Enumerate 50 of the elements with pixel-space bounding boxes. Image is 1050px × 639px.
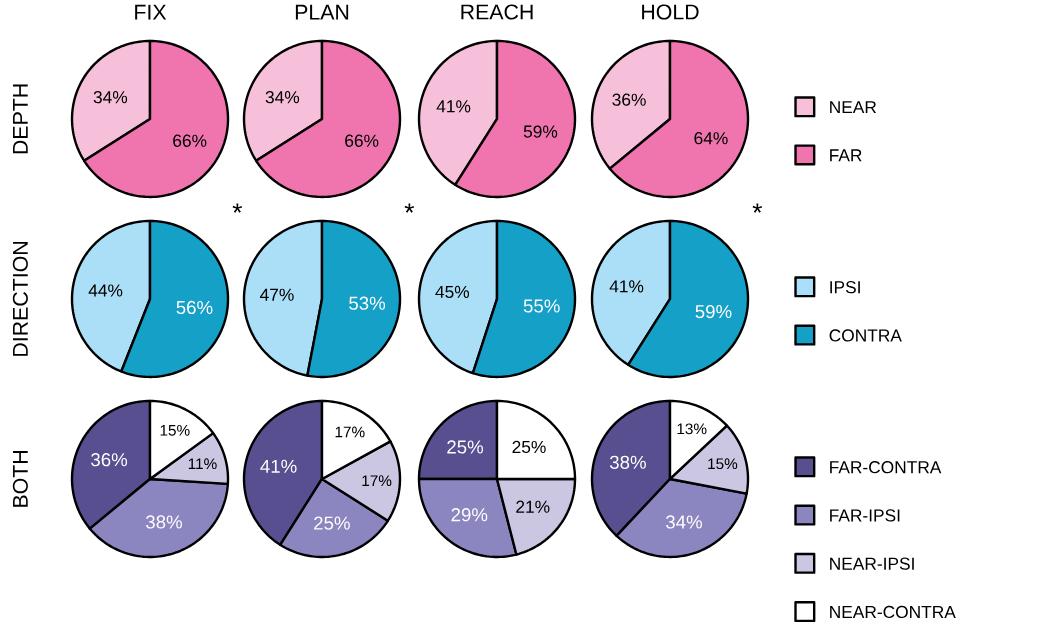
data-label: 44% bbox=[88, 284, 123, 297]
data-label: 47% bbox=[260, 288, 294, 301]
data-label: 25% bbox=[314, 516, 350, 530]
data-label: 17% bbox=[335, 426, 365, 438]
data-label: 66% bbox=[173, 134, 207, 147]
chart-title: HOLD bbox=[642, 4, 699, 20]
data-label: 21% bbox=[516, 500, 550, 513]
data-label: 66% bbox=[345, 134, 379, 147]
data-label: 13% bbox=[677, 423, 707, 435]
legend-label: IPSI bbox=[830, 281, 860, 294]
text: * bbox=[404, 203, 415, 213]
data-label: 64% bbox=[694, 132, 728, 145]
data-label: 25% bbox=[447, 440, 484, 454]
data-label: 15% bbox=[160, 424, 190, 436]
data-label: 41% bbox=[436, 100, 471, 113]
data-label: 59% bbox=[695, 304, 732, 319]
data-label: 17% bbox=[362, 475, 392, 487]
data-label: 25% bbox=[512, 440, 546, 454]
text: DEPTH bbox=[13, 84, 28, 154]
text: * bbox=[752, 203, 763, 213]
data-label: 15% bbox=[708, 458, 738, 470]
chart-title: REACH bbox=[461, 4, 533, 20]
data-label: 55% bbox=[523, 299, 560, 313]
text: BOTH bbox=[12, 451, 28, 507]
data-label: 36% bbox=[91, 453, 128, 467]
data-label: 34% bbox=[666, 515, 702, 529]
legend-label: FAR-CONTRA bbox=[830, 461, 942, 474]
data-label: 38% bbox=[146, 515, 182, 529]
legend-label: NEAR bbox=[830, 101, 877, 114]
chart-title: PLAN bbox=[295, 4, 349, 20]
data-label: 36% bbox=[612, 93, 646, 106]
chart-title: FIX bbox=[135, 4, 167, 20]
data-label: 34% bbox=[93, 91, 128, 104]
data-label: 34% bbox=[265, 91, 300, 104]
data-label: 59% bbox=[523, 125, 558, 138]
data-label: 38% bbox=[609, 455, 646, 469]
data-label: 41% bbox=[609, 280, 644, 293]
data-label: 41% bbox=[260, 459, 297, 473]
legend-label: FAR bbox=[830, 149, 862, 162]
legend-label: NEAR-IPSI bbox=[830, 557, 914, 570]
data-label: 53% bbox=[349, 296, 386, 310]
text: * bbox=[232, 203, 243, 213]
legend-label: CONTRA bbox=[829, 329, 902, 342]
legend-label: NEAR-CONTRA bbox=[830, 605, 956, 619]
data-label: 45% bbox=[435, 285, 470, 298]
data-label: 56% bbox=[176, 300, 213, 315]
text: DIRECTION bbox=[12, 242, 28, 356]
data-label: 11% bbox=[188, 458, 217, 470]
legend-label: FAR-IPSI bbox=[830, 509, 900, 522]
data-label: 29% bbox=[451, 508, 488, 522]
